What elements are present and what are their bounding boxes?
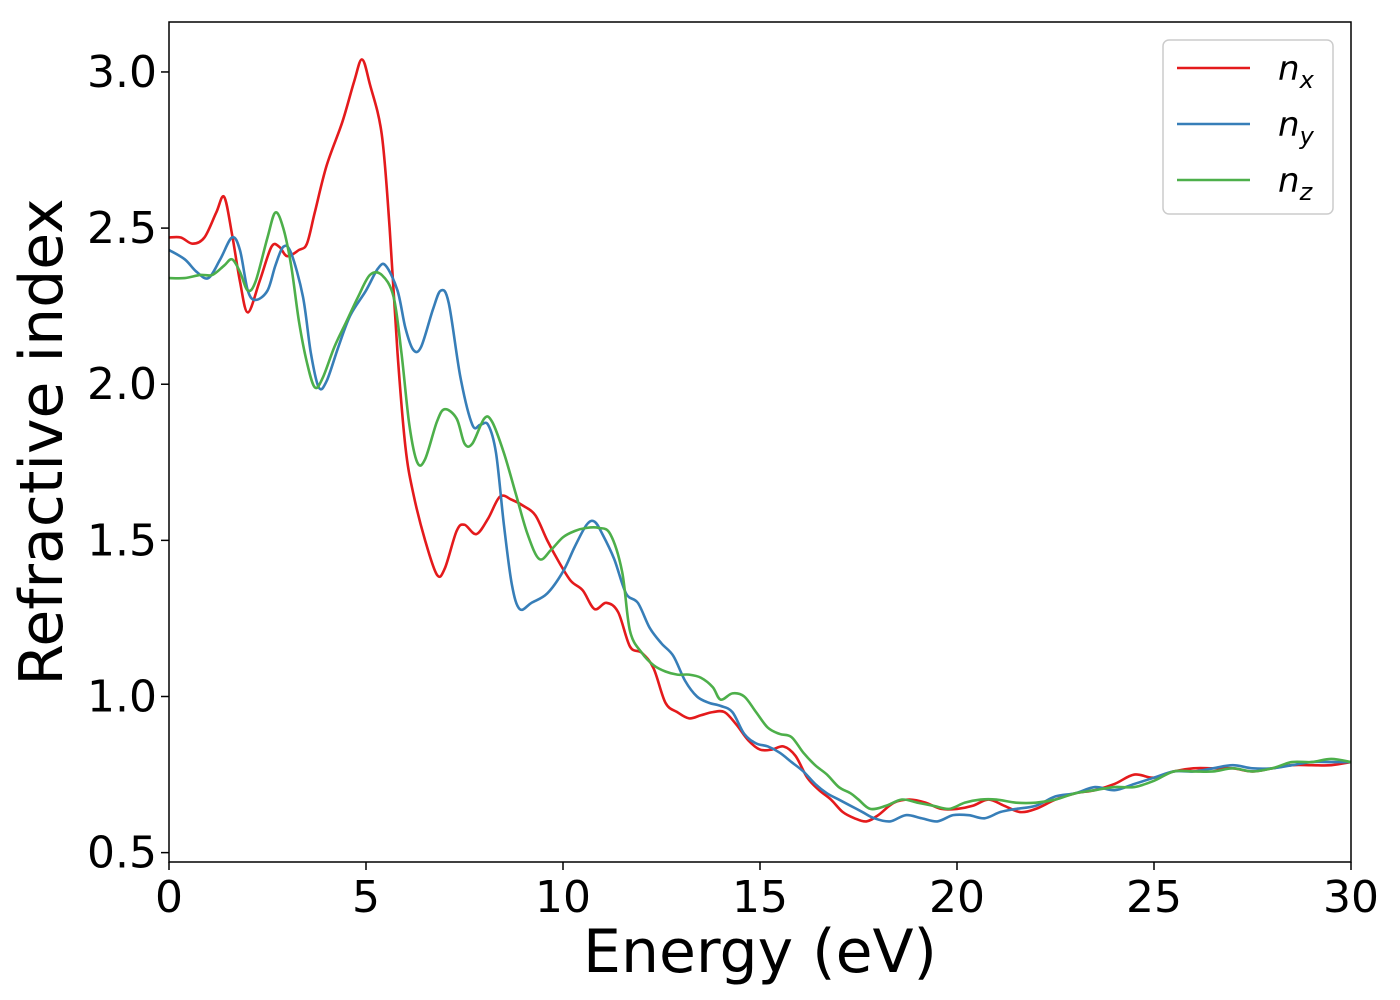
x-axis-label: Energy (eV) <box>583 917 937 987</box>
y-axis-label: Refractive index <box>7 198 77 685</box>
legend-label-n-z: nz <box>1278 161 1314 206</box>
x-tick-label: 10 <box>535 872 591 923</box>
legend-label-subscript: y <box>1299 122 1315 150</box>
series-line-n-z <box>169 211 1351 811</box>
x-tick-label: 20 <box>929 872 985 923</box>
y-tick-label: 2.5 <box>87 203 157 254</box>
x-axis-ticks: 0 5 10 15 20 25 30 <box>155 862 1379 923</box>
y-tick-label: 2.0 <box>87 359 157 410</box>
legend-box <box>1162 39 1334 215</box>
legend-label-n-y: ny <box>1278 105 1315 150</box>
y-tick-label: 1.0 <box>87 671 157 722</box>
legend-label-main: n <box>1278 49 1300 89</box>
legend-label-n-x: nx <box>1278 49 1315 94</box>
legend-label-main: n <box>1278 161 1300 201</box>
series-line-n-y <box>169 235 1351 823</box>
y-axis-ticks: 0.5 1.0 1.5 2.0 2.5 3.0 <box>87 47 169 879</box>
y-tick-label: 1.5 <box>87 515 157 566</box>
x-tick-label: 30 <box>1323 872 1379 923</box>
legend-label-subscript: x <box>1299 66 1315 94</box>
legend-label-main: n <box>1278 105 1300 145</box>
y-tick-label: 0.5 <box>87 828 157 879</box>
y-tick-label: 3.0 <box>87 47 157 98</box>
x-tick-label: 5 <box>352 872 380 923</box>
x-tick-label: 15 <box>732 872 788 923</box>
series-layer <box>169 58 1351 823</box>
x-tick-label: 25 <box>1126 872 1182 923</box>
x-tick-label: 0 <box>155 872 183 923</box>
legend-label-subscript: z <box>1299 178 1314 206</box>
